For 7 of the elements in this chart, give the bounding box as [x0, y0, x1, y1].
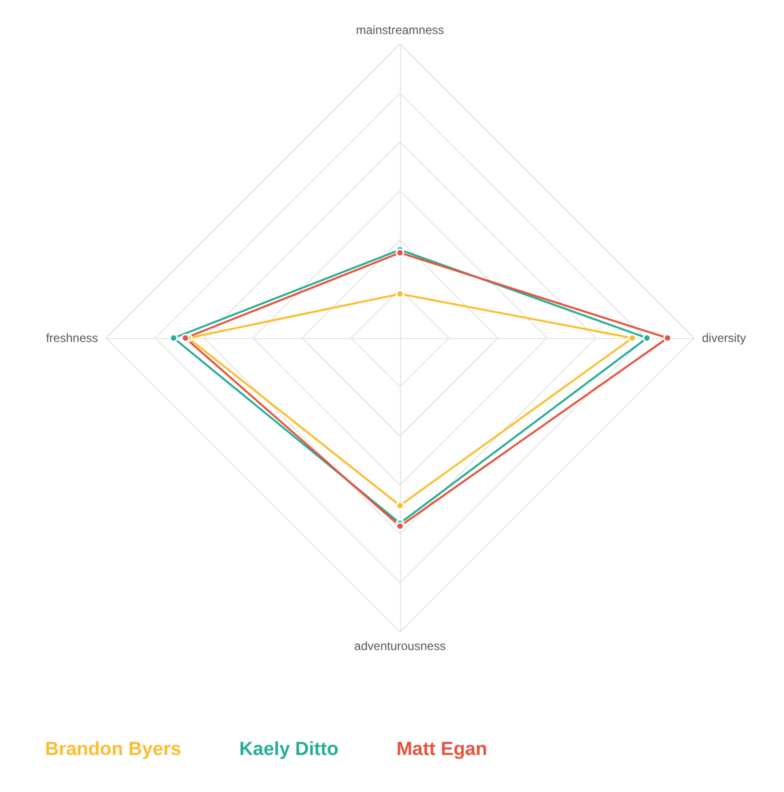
spoke-label: diversity: [702, 331, 746, 345]
spoke-label: mainstreamness: [356, 23, 444, 37]
text: Matt Egan: [396, 739, 488, 760]
text: Kaely Ditto: [239, 739, 338, 760]
spoke-label: adventurousness: [354, 639, 446, 653]
text: Brandon Byers: [45, 739, 182, 760]
spoke-label: freshness: [46, 331, 98, 345]
